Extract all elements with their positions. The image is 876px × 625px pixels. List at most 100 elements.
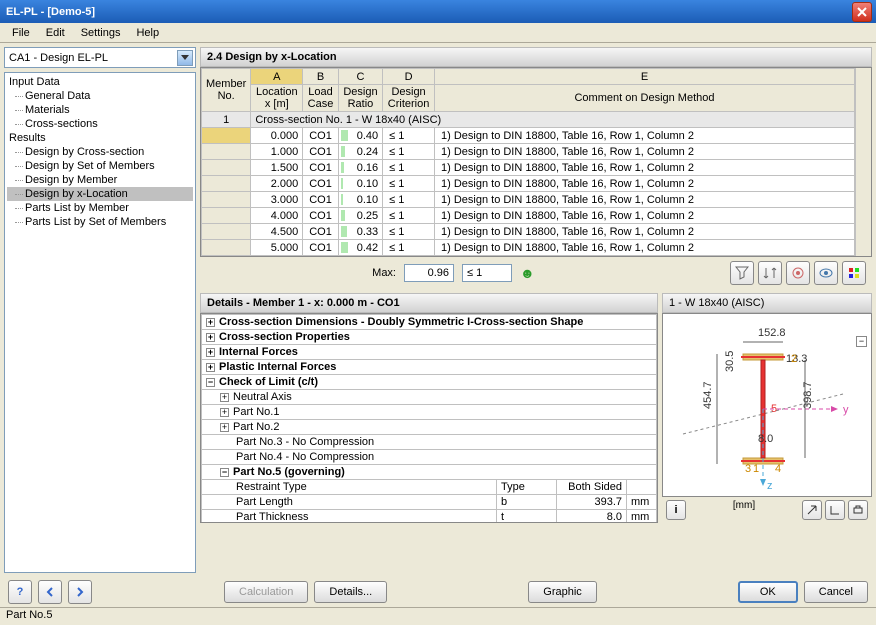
dt-part4[interactable]: Part No.4 - No Compression [202,450,657,465]
design-table[interactable]: Member No. A B C D E Location x [m] Load… [200,67,872,257]
details-button[interactable]: Details... [314,581,387,603]
cell-load-case[interactable]: CO1 [303,192,339,208]
row-header[interactable] [202,240,251,256]
col-letter-a[interactable]: A [251,69,303,85]
cell-ratio[interactable]: 0.42 [338,240,382,256]
dt-neutral-axis[interactable]: +Neutral Axis [202,390,657,405]
max-criterion-input[interactable] [462,264,512,282]
info-icon[interactable]: i [666,500,686,520]
cell-ratio[interactable]: 0.16 [338,160,382,176]
dimension-icon[interactable] [825,500,845,520]
cell-ratio[interactable]: 0.25 [338,208,382,224]
menu-help[interactable]: Help [128,25,167,41]
tree-design-cross-section[interactable]: Design by Cross-section [7,145,193,159]
case-combobox[interactable]: CA1 - Design EL-PL [4,47,196,68]
tree-results[interactable]: Results [7,131,193,145]
cell-load-case[interactable]: CO1 [303,224,339,240]
dt-part3[interactable]: Part No.3 - No Compression [202,435,657,450]
col-letter-c[interactable]: C [338,69,382,85]
show-icon[interactable] [814,261,838,285]
cell-comment[interactable]: 1) Design to DIN 18800, Table 16, Row 1,… [435,240,855,256]
table-row[interactable]: 0.000CO10.40≤ 11) Design to DIN 18800, T… [202,128,855,144]
tree-input-data[interactable]: Input Data [7,75,193,89]
cell-ratio[interactable]: 0.10 [338,176,382,192]
print-icon[interactable] [848,500,868,520]
table-row[interactable]: 5.000CO10.42≤ 11) Design to DIN 18800, T… [202,240,855,256]
table-row[interactable]: 4.000CO10.25≤ 11) Design to DIN 18800, T… [202,208,855,224]
cell-location[interactable]: 1.500 [251,160,303,176]
tree-design-set[interactable]: Design by Set of Members [7,159,193,173]
dt-cs-prop[interactable]: +Cross-section Properties [202,330,657,345]
row-header[interactable] [202,144,251,160]
cell-location[interactable]: 5.000 [251,240,303,256]
row-header[interactable] [202,208,251,224]
graphic-button[interactable]: Graphic [528,581,597,603]
cell-load-case[interactable]: CO1 [303,176,339,192]
tree-parts-set[interactable]: Parts List by Set of Members [7,215,193,229]
cell-location[interactable]: 1.000 [251,144,303,160]
next-icon[interactable] [68,580,92,604]
color-icon[interactable] [842,261,866,285]
close-button[interactable] [852,2,872,22]
cell-ratio[interactable]: 0.40 [338,128,382,144]
cross-section-diagram[interactable]: − [662,313,872,497]
cell-load-case[interactable]: CO1 [303,160,339,176]
help-icon[interactable]: ? [8,580,32,604]
calculation-button[interactable]: Calculation [224,581,308,603]
cell-comment[interactable]: 1) Design to DIN 18800, Table 16, Row 1,… [435,144,855,160]
arrow-icon[interactable] [802,500,822,520]
cell-criterion[interactable]: ≤ 1 [383,160,435,176]
tree-design-xlocation[interactable]: Design by x-Location [7,187,193,201]
ok-button[interactable]: OK [738,581,798,603]
table-row[interactable]: 1.000CO10.24≤ 11) Design to DIN 18800, T… [202,144,855,160]
vertical-scrollbar[interactable] [855,68,871,256]
cell-ratio[interactable]: 0.10 [338,192,382,208]
cancel-button[interactable]: Cancel [804,581,868,603]
cell-location[interactable]: 4.000 [251,208,303,224]
table-row[interactable]: 4.500CO10.33≤ 11) Design to DIN 18800, T… [202,224,855,240]
cell-load-case[interactable]: CO1 [303,208,339,224]
cell-criterion[interactable]: ≤ 1 [383,208,435,224]
tree-materials[interactable]: Materials [7,103,193,117]
col-letter-b[interactable]: B [303,69,339,85]
filter-icon[interactable] [730,261,754,285]
cell-comment[interactable]: 1) Design to DIN 18800, Table 16, Row 1,… [435,224,855,240]
cell-criterion[interactable]: ≤ 1 [383,144,435,160]
max-ratio-input[interactable] [404,264,454,282]
tree-design-member[interactable]: Design by Member [7,173,193,187]
cell-comment[interactable]: 1) Design to DIN 18800, Table 16, Row 1,… [435,128,855,144]
table-row[interactable]: 2.000CO10.10≤ 11) Design to DIN 18800, T… [202,176,855,192]
cell-location[interactable]: 4.500 [251,224,303,240]
dt-part2[interactable]: +Part No.2 [202,420,657,435]
navigation-tree[interactable]: Input Data General Data Materials Cross-… [4,72,196,573]
dt-int-forces[interactable]: +Internal Forces [202,345,657,360]
menu-file[interactable]: File [4,25,38,41]
cell-criterion[interactable]: ≤ 1 [383,240,435,256]
cell-criterion[interactable]: ≤ 1 [383,224,435,240]
details-tree[interactable]: +Cross-section Dimensions - Doubly Symme… [200,313,658,523]
cell-location[interactable]: 3.000 [251,192,303,208]
sort-icon[interactable] [758,261,782,285]
dt-part1[interactable]: +Part No.1 [202,405,657,420]
cell-criterion[interactable]: ≤ 1 [383,128,435,144]
table-row[interactable]: 3.000CO10.10≤ 11) Design to DIN 18800, T… [202,192,855,208]
col-letter-e[interactable]: E [435,69,855,85]
cell-comment[interactable]: 1) Design to DIN 18800, Table 16, Row 1,… [435,176,855,192]
cell-load-case[interactable]: CO1 [303,240,339,256]
menu-edit[interactable]: Edit [38,25,73,41]
cell-ratio[interactable]: 0.24 [338,144,382,160]
row-header[interactable] [202,192,251,208]
cell-location[interactable]: 2.000 [251,176,303,192]
dt-part5[interactable]: −Part No.5 (governing) [202,465,657,480]
row-header[interactable] [202,176,251,192]
cell-comment[interactable]: 1) Design to DIN 18800, Table 16, Row 1,… [435,160,855,176]
cell-location[interactable]: 0.000 [251,128,303,144]
chevron-down-icon[interactable] [177,50,193,66]
menu-settings[interactable]: Settings [73,25,129,41]
cell-criterion[interactable]: ≤ 1 [383,176,435,192]
row-header[interactable] [202,160,251,176]
cell-comment[interactable]: 1) Design to DIN 18800, Table 16, Row 1,… [435,192,855,208]
row-header[interactable] [202,224,251,240]
cell-load-case[interactable]: CO1 [303,144,339,160]
dt-plastic-forces[interactable]: +Plastic Internal Forces [202,360,657,375]
